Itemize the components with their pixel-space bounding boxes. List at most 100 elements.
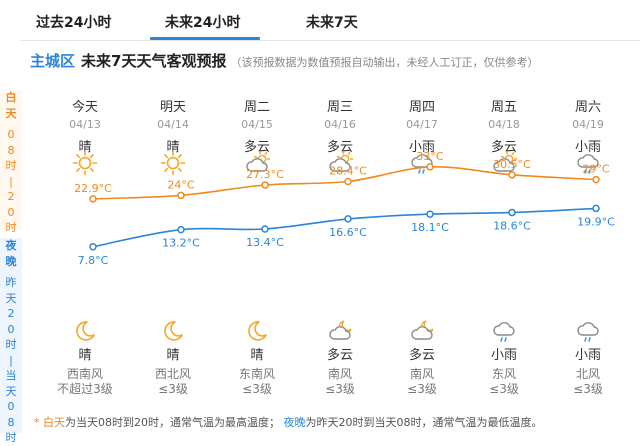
tab-next-7d[interactable]: 未来7天 <box>306 15 358 31</box>
high-temp-label: 24°C <box>167 178 194 191</box>
low-temp-label: 7.8°C <box>78 254 109 267</box>
forecast-header: 主城区 未来7天天气客观预报 （该预报数据为数值预报自动输出，未经人工订正，仅供参考… <box>30 50 538 70</box>
side-label-day: 白天 0 8 时 | 2 0 时 <box>0 90 22 234</box>
date-label: 04/17 <box>406 118 438 131</box>
low-temp-point <box>508 208 516 217</box>
footer-night-desc: 为昨天20时到当天08时，通常气温为最低温度。 <box>305 416 543 429</box>
wind-level: ≤3级 <box>158 382 188 396</box>
footer-day-desc: 为当天08时到20时，通常气温为最高温度； <box>65 416 280 429</box>
high-temp-point <box>89 195 97 203</box>
high-temp-point <box>592 175 600 184</box>
tab-bar: 过去24小时 未来24小时 未来7天 <box>0 0 640 40</box>
low-temp-label: 18.1°C <box>411 221 449 234</box>
night-condition: 晴 <box>250 348 264 363</box>
cloud-sun-icon <box>310 150 370 176</box>
district-name[interactable]: 主城区 <box>30 52 76 70</box>
high-temp-point <box>344 177 352 186</box>
day-condition: 多云 <box>243 140 270 155</box>
weekday-label: 周二 <box>243 100 270 115</box>
low-temp-label: 16.6°C <box>329 226 367 239</box>
sun-icon <box>143 150 203 176</box>
rain-icon <box>474 318 534 344</box>
wind-direction: 南风 <box>327 367 352 381</box>
rain-icon <box>558 150 618 176</box>
weekday-label: 明天 <box>159 100 186 115</box>
weekday-label: 今天 <box>71 100 98 115</box>
footer-night-term: 夜晚 <box>283 416 306 429</box>
wind-level: ≤3级 <box>489 382 519 396</box>
low-temp-point <box>426 210 434 218</box>
day-condition: 小雨 <box>408 140 435 155</box>
wind-level: ≤3级 <box>573 382 603 396</box>
tab-divider <box>20 40 640 41</box>
low-temp-label: 13.4°C <box>246 236 284 249</box>
sun-icon <box>55 150 115 176</box>
tab-next-24h[interactable]: 未来24小时 <box>165 15 241 31</box>
cloud-moon-icon <box>310 318 370 344</box>
date-label: 04/19 <box>572 118 604 131</box>
day-condition: 多云 <box>490 140 517 155</box>
low-temp-label: 13.2°C <box>162 237 200 250</box>
side-label-day-name: 白天 <box>5 91 17 120</box>
low-temp-label: 19.9°C <box>577 215 615 228</box>
wind-direction: 东南风 <box>238 367 275 381</box>
wind-direction: 东风 <box>491 367 516 381</box>
low-temp-point <box>261 225 269 233</box>
night-condition: 多云 <box>408 348 435 363</box>
wind-direction: 西南风 <box>66 367 103 381</box>
wind-direction: 西北风 <box>154 367 191 381</box>
night-condition: 小雨 <box>574 348 601 363</box>
date-label: 04/13 <box>69 118 101 131</box>
night-condition: 晴 <box>78 348 92 363</box>
cloud-moon-icon <box>392 318 452 344</box>
low-temp-line <box>92 207 597 248</box>
cloud-sun-icon <box>474 150 534 176</box>
footer-note: * 白天为当天08时到20时，通常气温为最高温度； 夜晚为昨天20时到当天08时… <box>34 414 543 430</box>
rain-icon <box>392 150 452 176</box>
rain-icon <box>558 318 618 344</box>
weekday-label: 周四 <box>408 100 435 115</box>
date-label: 04/18 <box>488 118 520 131</box>
high-temp-point <box>261 181 269 189</box>
side-label-day-range: 0 8 时 | 2 0 时 <box>5 128 17 234</box>
low-temp-point <box>592 204 600 213</box>
low-temp-point <box>344 215 352 223</box>
cloud-sun-icon <box>227 150 287 176</box>
wind-level: ≤3级 <box>325 382 355 396</box>
moon-icon <box>55 318 115 344</box>
forecast-title: 未来7天天气客观预报 <box>81 52 227 70</box>
side-label-night-range: 昨天 2 0 时 | 当天 0 8 时 <box>5 276 17 444</box>
wind-direction: 南风 <box>409 367 434 381</box>
day-condition: 多云 <box>326 140 353 155</box>
wind-level: ≤3级 <box>407 382 437 396</box>
high-temp-point <box>177 191 185 200</box>
footer-day-term: 白天 <box>43 416 65 429</box>
night-condition: 多云 <box>326 348 353 363</box>
moon-icon <box>227 318 287 344</box>
day-condition: 小雨 <box>574 140 601 155</box>
date-label: 04/14 <box>157 118 189 131</box>
tab-past-24h[interactable]: 过去24小时 <box>36 15 112 31</box>
weekday-label: 周五 <box>490 100 517 115</box>
high-temp-label: 22.9°C <box>74 182 112 195</box>
low-temp-point <box>177 225 185 234</box>
wind-level: ≤3级 <box>242 382 272 396</box>
wind-direction: 北风 <box>575 367 600 381</box>
forecast-note: （该预报数据为数值预报自动输出，未经人工订正，仅供参考） <box>230 56 539 69</box>
date-label: 04/15 <box>241 118 273 131</box>
moon-icon <box>143 318 203 344</box>
side-label-night: 夜晚 昨天 2 0 时 | 当天 0 8 时 <box>0 238 22 444</box>
night-condition: 小雨 <box>490 348 517 363</box>
wind-level: 不超过3级 <box>57 382 113 396</box>
footer-star: * <box>34 416 40 429</box>
weekday-label: 周三 <box>326 100 353 115</box>
low-temp-point <box>89 243 97 251</box>
date-label: 04/16 <box>324 118 356 131</box>
low-temp-label: 18.6°C <box>493 220 531 233</box>
day-condition: 晴 <box>166 140 180 155</box>
active-tab-indicator <box>150 37 260 40</box>
side-label-night-name: 夜晚 <box>5 239 17 268</box>
day-condition: 晴 <box>78 140 92 155</box>
weekday-label: 周六 <box>574 100 601 115</box>
night-condition: 晴 <box>166 348 180 363</box>
